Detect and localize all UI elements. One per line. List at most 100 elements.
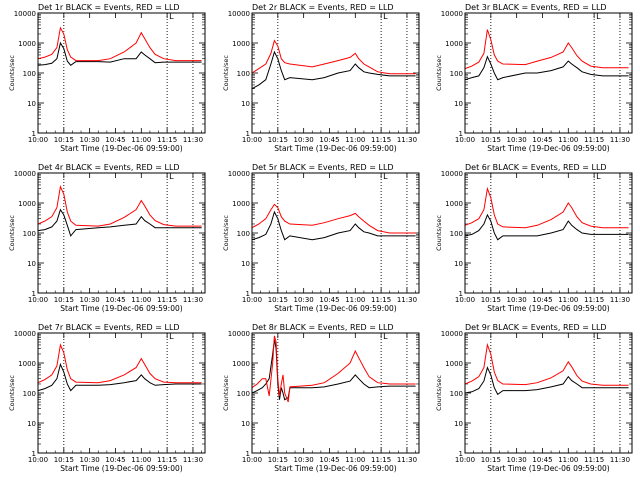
lld-series-line	[464, 29, 629, 70]
y-tick-label: 1	[32, 130, 36, 138]
x-tick-label: 10:15	[481, 136, 501, 144]
x-tick-label: 11:30	[397, 456, 417, 464]
events-series-line	[251, 50, 416, 90]
x-tick-label: 10:45	[532, 136, 552, 144]
y-tick-label: 10000	[14, 330, 36, 338]
chart-title: Det 4r BLACK = Events, RED = LLD	[38, 163, 180, 172]
x-tick-label: 11:15	[584, 296, 604, 304]
y-tick-label: 10	[241, 100, 250, 108]
x-tick-label: 10:00	[28, 296, 48, 304]
plot-frame	[37, 12, 206, 134]
x-tick-label: 11:15	[371, 296, 391, 304]
plot-frame	[37, 332, 206, 454]
y-tick-label: 1	[459, 450, 463, 458]
x-tick-label: 10:15	[54, 136, 74, 144]
x-tick-label: 10:45	[105, 456, 125, 464]
x-tick-label: 10:00	[455, 296, 475, 304]
x-tick-label: 11:30	[610, 456, 630, 464]
y-tick-label: 10000	[441, 330, 463, 338]
x-tick-label: 10:45	[319, 136, 339, 144]
x-tick-label: 10:30	[507, 296, 527, 304]
x-tick-label: 11:15	[157, 456, 177, 464]
x-tick-label: 10:30	[507, 456, 527, 464]
y-tick-label: 100	[450, 390, 463, 398]
lld-series-line	[464, 186, 629, 229]
x-tick-label: 11:00	[345, 456, 365, 464]
x-axis-label: Start Time (19-Dec-06 09:59:00)	[274, 144, 396, 153]
x-tick-label: 11:15	[584, 456, 604, 464]
y-tick-label: 1000	[232, 360, 250, 368]
x-tick-label: 11:30	[397, 136, 417, 144]
y-tick-label: 1	[246, 290, 250, 298]
x-tick-label: 11:30	[183, 136, 203, 144]
events-series-line	[37, 362, 202, 392]
x-tick-label: 10:30	[294, 296, 314, 304]
lld-series-line	[37, 343, 202, 384]
chart-title: Det 9r BLACK = Events, RED = LLD	[465, 323, 607, 332]
x-tick-label: 10:30	[294, 456, 314, 464]
y-axis-label: Counts/sec	[435, 55, 443, 91]
x-tick-label: 10:15	[481, 296, 501, 304]
chart-title: Det 2r BLACK = Events, RED = LLD	[252, 3, 394, 12]
y-tick-label: 1000	[445, 360, 463, 368]
corner-mark: L	[169, 332, 174, 341]
x-tick-label: 11:00	[131, 456, 151, 464]
y-axis-label: Counts/sec	[8, 215, 16, 251]
x-tick-label: 11:00	[131, 136, 151, 144]
y-axis-label: Counts/sec	[435, 375, 443, 411]
y-tick-label: 10	[27, 100, 36, 108]
x-tick-label: 10:00	[28, 136, 48, 144]
x-tick-label: 10:45	[105, 296, 125, 304]
corner-mark: L	[596, 12, 601, 21]
x-tick-label: 11:30	[610, 136, 630, 144]
y-axis-label: Counts/sec	[435, 215, 443, 251]
events-series-line	[251, 210, 416, 241]
y-tick-label: 1000	[18, 360, 36, 368]
x-tick-label: 10:45	[319, 456, 339, 464]
y-tick-label: 1000	[445, 200, 463, 208]
y-tick-label: 1000	[445, 40, 463, 48]
x-axis-label: Start Time (19-Dec-06 09:59:00)	[274, 464, 396, 473]
events-series-line	[37, 208, 202, 237]
x-tick-label: 11:30	[183, 296, 203, 304]
x-tick-label: 10:30	[294, 136, 314, 144]
y-tick-label: 100	[450, 70, 463, 78]
x-tick-label: 11:30	[610, 296, 630, 304]
y-tick-label: 10	[454, 420, 463, 428]
lld-series-line	[464, 342, 629, 386]
x-tick-label: 11:00	[558, 136, 578, 144]
y-tick-label: 100	[237, 230, 250, 238]
x-tick-label: 11:15	[371, 136, 391, 144]
y-axis-label: Counts/sec	[222, 375, 230, 411]
y-tick-label: 100	[237, 70, 250, 78]
y-tick-label: 100	[450, 230, 463, 238]
x-tick-label: 10:00	[242, 456, 262, 464]
y-tick-label: 10000	[14, 10, 36, 18]
x-tick-label: 10:15	[54, 456, 74, 464]
chart-title: Det 8r BLACK = Events, RED = LLD	[252, 323, 394, 332]
x-tick-label: 11:15	[584, 136, 604, 144]
y-tick-label: 10000	[441, 170, 463, 178]
lld-series-line	[37, 26, 202, 62]
x-tick-label: 11:15	[371, 456, 391, 464]
x-axis-label: Start Time (19-Dec-06 09:59:00)	[274, 304, 396, 313]
y-tick-label: 10000	[14, 170, 36, 178]
y-tick-label: 1	[32, 450, 36, 458]
y-tick-label: 1000	[18, 40, 36, 48]
corner-mark: L	[383, 12, 388, 21]
y-axis-label: Counts/sec	[8, 55, 16, 91]
plot-frame	[251, 12, 420, 134]
x-tick-label: 10:45	[532, 456, 552, 464]
y-tick-label: 1	[32, 290, 36, 298]
y-tick-label: 10	[27, 420, 36, 428]
y-tick-label: 1	[246, 130, 250, 138]
y-tick-label: 1	[246, 450, 250, 458]
plot-frame	[251, 332, 420, 454]
plot-frame	[464, 332, 633, 454]
y-tick-label: 10	[454, 100, 463, 108]
